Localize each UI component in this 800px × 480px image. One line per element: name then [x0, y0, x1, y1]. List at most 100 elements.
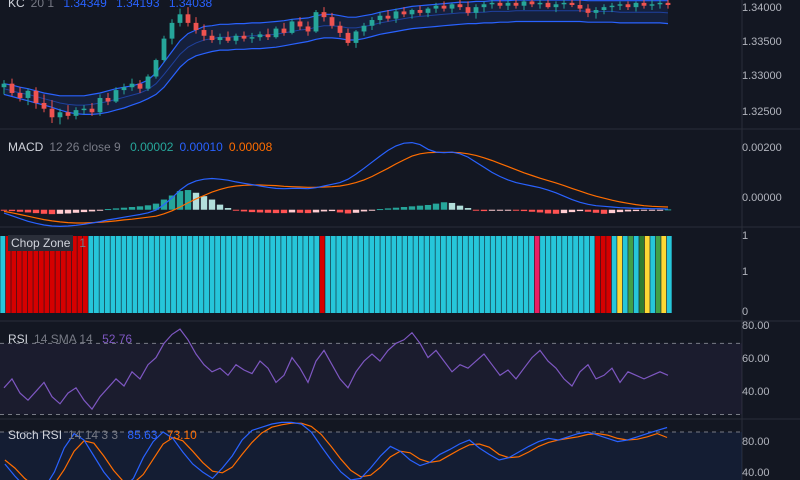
chop-zone-bar	[149, 236, 154, 313]
chop-legend-name: Chop Zone	[8, 235, 74, 251]
candle-body	[505, 2, 511, 6]
chop-zone-bar	[578, 236, 584, 313]
candle-body	[33, 90, 39, 103]
chop-zone-bar	[270, 236, 276, 313]
macd-histogram-bar	[304, 209, 312, 214]
macd-histogram-bar	[336, 209, 344, 213]
macd-histogram-bar	[296, 209, 304, 213]
rsi-axis-label: 80.00	[742, 320, 770, 332]
rsi-legend-name: RSI	[8, 332, 29, 346]
candle-body	[417, 10, 423, 13]
candle-body	[489, 2, 495, 5]
chop-zone-bar	[573, 236, 579, 313]
macd-histogram-bar	[488, 209, 496, 211]
candle-body	[569, 2, 575, 6]
chop-zone-bar	[33, 236, 39, 313]
macd-histogram-bar	[216, 204, 224, 210]
chop-zone-bar	[474, 236, 479, 313]
chop-zone-bar	[446, 236, 452, 313]
candle-body	[217, 37, 223, 41]
candle-body	[153, 60, 159, 77]
candle-body	[225, 37, 231, 41]
candle-body	[441, 5, 447, 9]
chop-zone-bar	[512, 236, 518, 313]
macd-histogram-bar	[512, 209, 520, 211]
rsi-axis-label: 40.00	[742, 386, 770, 398]
macd-histogram-bar	[280, 209, 288, 214]
chop-zone-bar	[600, 236, 606, 313]
macd-histogram-bar	[104, 209, 112, 211]
candle-body	[409, 10, 415, 15]
rsi-legend: RSI 14 SMA 14 52.76	[8, 332, 138, 346]
macd-histogram-bar	[192, 192, 200, 210]
chop-zone-bar	[171, 236, 176, 313]
candle-body	[449, 4, 455, 9]
candle-body	[353, 31, 359, 43]
macd-histogram-bar	[272, 209, 280, 214]
chop-zone-bar	[501, 236, 507, 313]
chop-zone-bar	[193, 236, 198, 313]
macd-histogram-bar	[144, 205, 152, 210]
rsi-legend-value: 52.76	[102, 332, 133, 346]
chop-zone-bar	[639, 236, 645, 313]
price-axis-label: 1.33500	[742, 36, 782, 48]
candle-body	[657, 2, 663, 5]
macd-axis-label: 0.00000	[742, 192, 782, 204]
chop-zone-bar	[82, 236, 88, 313]
macd-histogram-bar	[456, 205, 464, 210]
chop-zone-bar	[297, 236, 303, 313]
chop-zone-bar	[617, 236, 623, 313]
chop-zone-bar	[457, 236, 463, 313]
macd-histogram-bar	[592, 209, 600, 213]
chop-zone-bar	[369, 236, 375, 313]
chop-zone-bar	[176, 236, 182, 313]
chop-zone-bar	[628, 236, 634, 313]
chop-zone-bar	[567, 236, 573, 313]
candle-body	[465, 7, 471, 13]
macd-histogram-bar	[320, 209, 328, 212]
price-axis-label: 1.33000	[742, 70, 782, 82]
candle-body	[377, 15, 383, 21]
chop-zone-bar	[358, 236, 364, 313]
chop-zone-bar	[545, 236, 551, 313]
chop-zone-bar	[518, 236, 523, 313]
chop-zone-bar	[523, 236, 529, 313]
candle-body	[305, 26, 311, 32]
macd-histogram-bar	[584, 209, 592, 212]
macd-histogram-bar	[88, 209, 96, 212]
chop-zone-bar	[110, 236, 116, 313]
candle-body	[289, 21, 295, 33]
macd-histogram-bar	[384, 208, 392, 210]
macd-histogram-bar	[544, 209, 552, 214]
chop-zone-bar	[281, 236, 287, 313]
rsi-legend-params: 14 SMA 14	[34, 332, 93, 346]
chop-zone-bar	[264, 236, 270, 313]
macd-histogram-bar	[432, 203, 440, 210]
chop-zone-bar	[440, 236, 446, 313]
macd-histogram-bar	[40, 209, 48, 214]
macd-histogram-bar	[352, 209, 360, 213]
chop-zone-bar	[44, 236, 50, 313]
chop-axis-label: 1	[742, 230, 749, 242]
candle-body	[625, 4, 631, 8]
candle-body	[649, 4, 655, 6]
macd-histogram-bar	[536, 209, 544, 213]
chop-zone-bar	[661, 236, 667, 313]
chop-zone-bar	[132, 236, 138, 313]
macd-histogram-bar	[136, 206, 144, 210]
chop-zone-bar	[165, 236, 171, 313]
chop-zone-bar	[556, 236, 562, 313]
candle-body	[57, 112, 63, 118]
chop-zone-bar	[429, 236, 435, 313]
macd-histogram-bar	[64, 209, 72, 214]
candle-body	[345, 32, 351, 43]
candle-body	[9, 83, 15, 93]
chop-zone-bar	[16, 236, 22, 313]
candle-body	[129, 83, 135, 88]
chop-zone-bar	[22, 236, 28, 313]
candle-body	[481, 4, 487, 8]
macd-histogram-bar	[616, 209, 624, 213]
candle-body	[17, 92, 23, 98]
macd-histogram-bar	[496, 209, 504, 211]
chop-zone-bar	[391, 236, 397, 313]
